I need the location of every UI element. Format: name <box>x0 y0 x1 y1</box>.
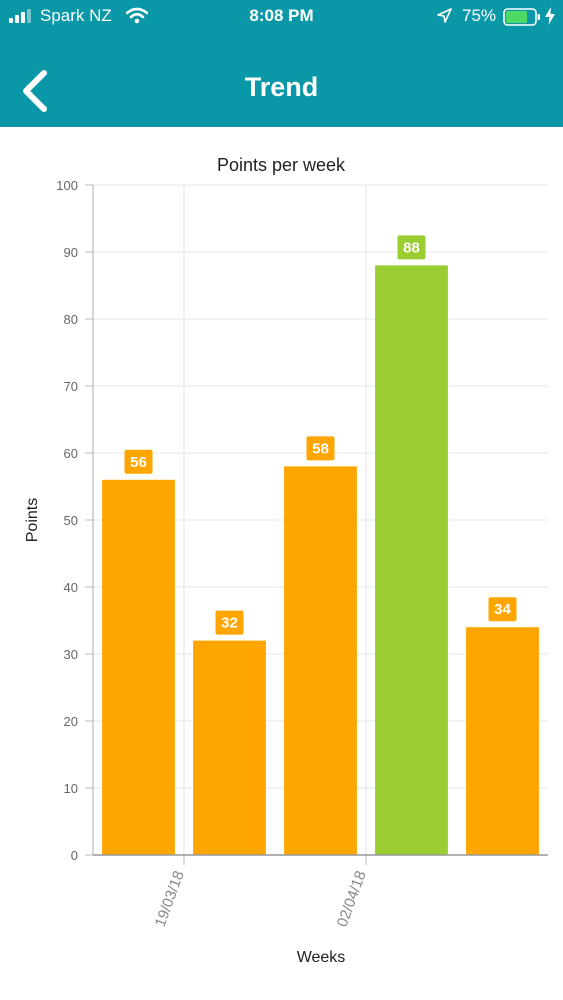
y-tick-label: 10 <box>64 781 78 796</box>
charging-bolt-icon <box>545 7 555 25</box>
data-label: 56 <box>124 449 153 474</box>
data-label: 34 <box>488 597 517 622</box>
data-label-background <box>397 235 426 260</box>
carrier-name: Spark NZ <box>40 6 112 25</box>
y-tick-label: 100 <box>56 178 78 193</box>
x-tick-label: 19/03/18 <box>152 869 188 930</box>
navigation-bar <box>0 35 563 127</box>
y-tick-label: 90 <box>64 245 78 260</box>
data-label-text: 56 <box>130 454 147 471</box>
points-per-week-chart: 0 10 20 30 40 50 60 70 80 90 100 19/03/18 02/04/18 5… <box>24 155 548 966</box>
back-button[interactable] <box>14 69 58 113</box>
data-label-background <box>124 449 153 474</box>
x-tick-label: 02/04/18 <box>334 869 370 930</box>
status-bar: Spark NZ 8:08 PM 75% <box>0 0 563 35</box>
chevron-left-icon <box>23 70 47 112</box>
location-arrow-icon <box>437 8 452 23</box>
data-label-text: 88 <box>403 239 420 256</box>
data-label-background <box>215 610 244 635</box>
battery-icon <box>503 8 540 26</box>
wifi-icon <box>126 7 148 24</box>
y-tick-label: 20 <box>64 714 78 729</box>
y-tick-label: 60 <box>64 446 78 461</box>
data-label-background <box>488 597 517 622</box>
bar <box>375 265 448 855</box>
y-axis-title: Points <box>24 498 41 542</box>
data-label: 32 <box>215 610 244 635</box>
page-title: Trend <box>244 72 319 102</box>
y-tick-label: 30 <box>64 647 78 662</box>
y-tick-label: 80 <box>64 312 78 327</box>
y-tick-label: 70 <box>64 379 78 394</box>
y-tick-label: 50 <box>64 513 78 528</box>
bar <box>102 479 175 855</box>
bar <box>284 466 357 855</box>
bar <box>193 640 266 855</box>
y-tick-label: 0 <box>71 848 78 863</box>
data-label: 58 <box>306 436 335 461</box>
chart-title: Points per week <box>217 155 346 175</box>
battery-percentage: 75% <box>462 6 497 25</box>
chart-bars <box>102 265 539 855</box>
bar <box>466 627 539 855</box>
status-time: 8:08 PM <box>249 6 314 25</box>
chart-data-labels: 56 32 58 88 34 <box>124 235 517 635</box>
data-label-text: 58 <box>312 440 329 457</box>
signal-strength-icon <box>9 9 31 23</box>
y-tick-label: 40 <box>64 580 78 595</box>
x-axis-title: Weeks <box>297 949 346 966</box>
data-label-background <box>306 436 335 461</box>
data-label-text: 34 <box>494 601 511 618</box>
data-label-text: 32 <box>221 615 238 632</box>
data-label: 88 <box>397 235 426 260</box>
